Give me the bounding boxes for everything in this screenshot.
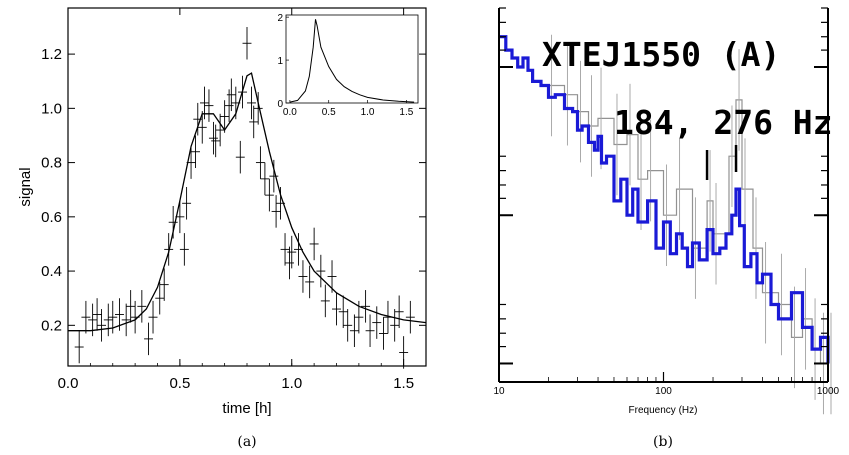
data-point (137, 290, 147, 323)
data-point (249, 105, 259, 139)
data-point (103, 303, 113, 337)
data-point (260, 162, 270, 196)
y-tick-label: 0.6 (41, 209, 62, 226)
panel-a-ticks: 0.0 0.5 1.0 1.5 0.2 0.4 0.6 0.8 1.0 1.2 (41, 8, 426, 392)
data-point (255, 146, 265, 179)
data-point (271, 195, 281, 228)
data-point (372, 306, 382, 339)
data-point (148, 300, 158, 334)
data-point (280, 233, 290, 266)
panel-a: 0.0 0.5 1.0 1.5 0.2 0.4 0.6 0.8 1.0 1.2 signal ti… (17, 7, 427, 450)
data-point (305, 265, 315, 299)
data-point (379, 317, 388, 350)
panel-b: 10 100 1000 XTEJ1550 (A) 184, 276 Hz Frequ… (493, 7, 840, 450)
panel-b-title: XTEJ1550 (A) (542, 35, 780, 74)
panel-a-caption: (a) (237, 434, 256, 450)
data-point (338, 295, 348, 329)
data-point (121, 303, 131, 337)
inset-y-tick-label: 1 (277, 56, 283, 67)
panel-b-caption: (b) (653, 434, 673, 450)
data-point (269, 159, 279, 193)
y-tick-label: 0.2 (41, 317, 62, 334)
panel-a-y-label: signal (17, 167, 34, 206)
inset-x-tick-label: 1.0 (361, 107, 375, 118)
data-point (74, 330, 84, 364)
data-point (327, 260, 337, 293)
inset-line (289, 19, 415, 103)
x-tick-label: 1.5 (393, 375, 414, 392)
y-tick-label: 1.2 (41, 46, 62, 63)
x-tick-label: 1.0 (281, 375, 302, 392)
inset-x-tick-label: 1.5 (399, 107, 413, 118)
inset-frame (285, 14, 419, 104)
data-point (309, 227, 319, 261)
data-point (399, 336, 409, 369)
panel-a-inset: 0.0 0.5 1.0 1.5 0 1 2 (277, 13, 419, 118)
data-point (316, 254, 326, 288)
data-point (361, 290, 371, 323)
data-point (390, 309, 400, 342)
data-point (179, 233, 189, 266)
data-point (208, 121, 218, 155)
data-point (405, 300, 415, 334)
inset-y-tick-label: 0 (277, 99, 283, 110)
panel-b-x-label: Frequency (Hz) (629, 405, 698, 416)
data-point (81, 300, 91, 334)
data-point (332, 292, 341, 326)
data-point (155, 281, 165, 315)
data-point (215, 113, 225, 147)
data-point (159, 268, 169, 301)
b-x-tick-label: 1000 (817, 386, 840, 397)
data-point (191, 135, 201, 169)
data-point (287, 235, 297, 269)
data-point (343, 309, 353, 342)
panel-a-fit-line (68, 72, 427, 332)
y-tick-label: 0.8 (41, 155, 62, 172)
inset-ticks: 0.0 0.5 1.0 1.5 0 1 2 (277, 13, 413, 118)
panel-b-ticks: 10 100 1000 (493, 7, 840, 397)
y-tick-label: 0.4 (41, 263, 62, 280)
data-point (226, 78, 236, 112)
data-point (394, 295, 404, 329)
data-point (298, 260, 308, 293)
data-point (320, 284, 330, 318)
panel-b-series (499, 34, 832, 415)
inset-x-tick-label: 0.5 (322, 107, 336, 118)
data-point (197, 111, 207, 144)
blue-spectrum-line (499, 35, 830, 364)
x-tick-label: 0.0 (58, 375, 79, 392)
panel-b-annotation: 184, 276 Hz (614, 103, 833, 142)
data-point (235, 140, 245, 174)
data-point (264, 178, 274, 212)
data-point (247, 86, 256, 120)
x-tick-label: 0.5 (169, 375, 190, 392)
data-point (204, 89, 214, 122)
data-point (365, 314, 375, 348)
b-x-tick-label: 100 (655, 386, 672, 397)
inset-y-tick-label: 2 (277, 13, 283, 24)
data-point (144, 322, 154, 356)
data-point (97, 309, 107, 342)
b-x-tick-label: 10 (493, 386, 505, 397)
data-point (182, 187, 192, 220)
inset-x-tick-label: 0.0 (283, 107, 297, 118)
data-point (242, 26, 252, 60)
panel-a-x-label: time [h] (222, 400, 271, 417)
y-tick-label: 1.0 (41, 100, 62, 117)
data-point (349, 314, 359, 348)
data-point (253, 92, 263, 125)
